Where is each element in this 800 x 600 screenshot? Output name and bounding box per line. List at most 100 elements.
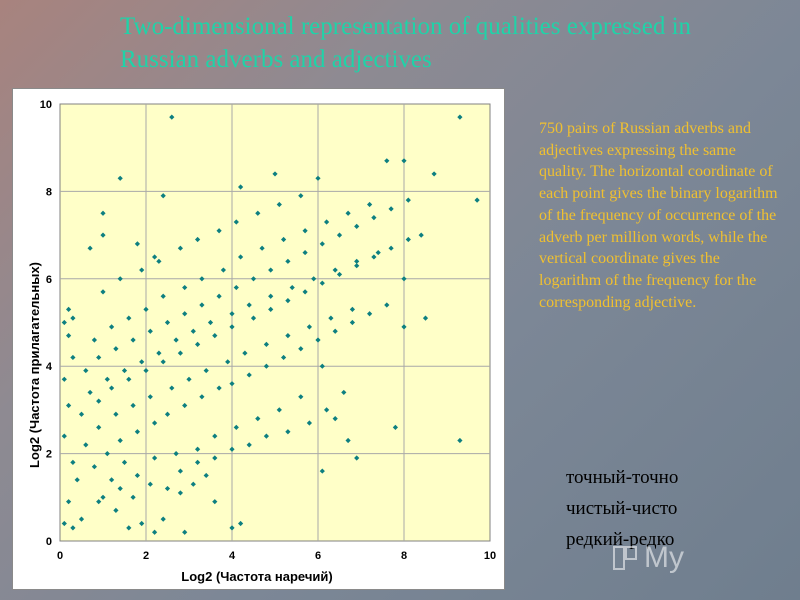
x-tick-label: 4 xyxy=(229,550,236,562)
data-point xyxy=(319,468,325,474)
data-point xyxy=(139,520,145,527)
data-point xyxy=(422,315,429,321)
data-point xyxy=(147,481,153,487)
y-tick-label: 0 xyxy=(46,536,52,548)
data-point xyxy=(392,424,398,430)
data-point xyxy=(70,525,76,531)
data-point xyxy=(401,276,407,282)
x-tick-label: 6 xyxy=(315,550,321,562)
data-point xyxy=(306,420,312,426)
data-point xyxy=(109,477,115,483)
data-point xyxy=(242,350,248,356)
data-point xyxy=(83,442,89,448)
scatter-plot-svg: 0 2 4 6 8 10 0 2 4 6 8 10 Log2 (Частота наречий) Lo… xyxy=(27,99,496,584)
data-point xyxy=(246,442,252,448)
data-point xyxy=(156,350,162,356)
data-point xyxy=(169,385,175,391)
data-point xyxy=(160,516,166,522)
data-point xyxy=(164,411,171,417)
data-point xyxy=(74,477,80,483)
data-point xyxy=(388,206,394,212)
y-tick-label: 2 xyxy=(46,449,52,461)
data-point xyxy=(113,411,119,417)
data-point xyxy=(384,158,390,164)
data-point xyxy=(319,363,325,369)
data-point xyxy=(66,306,72,312)
y-axis-label: Log2 (Частота прилагательных) xyxy=(27,262,42,468)
data-point xyxy=(341,389,347,396)
example-pair: редкий-редко xyxy=(566,529,675,550)
y-tick-label: 6 xyxy=(46,274,52,286)
data-point xyxy=(238,254,244,260)
data-point xyxy=(302,228,308,234)
data-point xyxy=(250,276,257,282)
data-point xyxy=(91,464,97,470)
data-point xyxy=(83,367,89,374)
data-point xyxy=(147,394,153,400)
x-tick-label: 10 xyxy=(484,550,496,562)
data-point xyxy=(457,437,463,444)
data-point xyxy=(272,171,278,177)
data-point xyxy=(418,232,424,238)
plot-area xyxy=(59,103,491,542)
data-point xyxy=(96,398,102,404)
x-tick-label: 8 xyxy=(401,550,407,562)
data-point xyxy=(229,311,235,317)
data-point xyxy=(324,219,330,225)
data-point xyxy=(345,210,351,216)
data-point xyxy=(143,367,149,374)
data-point xyxy=(66,402,72,409)
data-point xyxy=(354,263,360,269)
data-point xyxy=(70,354,76,361)
data-point xyxy=(109,324,115,330)
data-point xyxy=(70,459,76,465)
data-point xyxy=(203,472,209,479)
data-point xyxy=(143,306,149,312)
data-point xyxy=(117,485,123,492)
data-point xyxy=(285,429,291,435)
x-tick-label: 0 xyxy=(57,550,63,562)
data-point xyxy=(388,245,394,251)
data-point xyxy=(152,455,158,461)
tick-labels: 0 2 4 6 8 10 0 2 4 6 8 10 xyxy=(40,99,496,562)
data-point xyxy=(113,507,119,514)
data-point xyxy=(281,354,287,361)
data-point xyxy=(336,271,343,278)
x-tick-label: 2 xyxy=(143,550,149,562)
data-point xyxy=(199,394,205,400)
data-point xyxy=(78,411,85,417)
data-point xyxy=(302,249,308,256)
data-point xyxy=(332,416,338,422)
data-point xyxy=(212,433,218,439)
data-point xyxy=(78,516,85,522)
data-point xyxy=(121,459,128,465)
data-point xyxy=(401,158,407,164)
data-point xyxy=(195,446,201,452)
data-point xyxy=(117,276,123,282)
data-point xyxy=(431,171,437,177)
data-point xyxy=(367,201,373,208)
data-point xyxy=(156,258,162,264)
data-point xyxy=(61,319,67,326)
data-point xyxy=(177,245,183,251)
data-point xyxy=(281,236,287,243)
data-point xyxy=(401,324,407,330)
data-point xyxy=(371,254,377,260)
example-pair: точный-точно xyxy=(566,467,679,488)
watermark-logo-icon xyxy=(613,546,637,570)
data-point xyxy=(212,499,218,505)
data-point xyxy=(147,328,153,334)
data-point xyxy=(121,367,128,374)
data-point xyxy=(117,437,123,444)
data-point xyxy=(216,228,222,234)
data-point xyxy=(367,311,373,317)
data-point xyxy=(61,433,67,439)
data-point xyxy=(152,420,158,426)
data-point xyxy=(139,359,145,365)
data-point xyxy=(100,289,106,295)
y-tick-label: 8 xyxy=(46,186,52,198)
data-point xyxy=(319,241,325,247)
data-point xyxy=(195,459,201,465)
data-point xyxy=(354,455,360,461)
data-point xyxy=(104,376,110,382)
